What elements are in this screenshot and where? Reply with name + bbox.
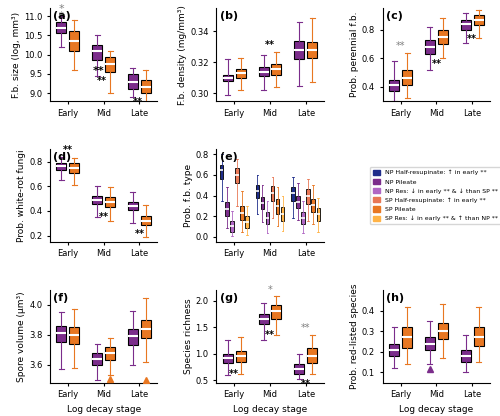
X-axis label: Log decay stage: Log decay stage [399,405,473,414]
Y-axis label: Prob. white-rot fungi: Prob. white-rot fungi [18,149,26,242]
PathPatch shape [92,45,102,60]
PathPatch shape [307,348,317,363]
Text: **: ** [132,97,142,107]
Text: (c): (c) [386,11,403,21]
PathPatch shape [460,350,470,362]
Y-axis label: Prob. red-listed species: Prob. red-listed species [350,284,359,389]
PathPatch shape [425,40,435,54]
PathPatch shape [223,75,233,81]
Text: *: * [59,11,64,21]
Text: *: * [268,285,272,295]
Y-axis label: Spore volume (μm³): Spore volume (μm³) [17,291,26,382]
Text: **: ** [92,66,104,76]
Text: (e): (e) [220,152,238,162]
Text: **: ** [467,35,477,45]
Text: **: ** [98,212,108,222]
PathPatch shape [280,207,284,221]
PathPatch shape [272,64,281,75]
PathPatch shape [70,163,80,173]
PathPatch shape [402,327,412,348]
X-axis label: Log decay stage: Log decay stage [233,405,307,414]
PathPatch shape [474,327,484,346]
PathPatch shape [141,320,151,338]
Text: (b): (b) [220,11,238,21]
PathPatch shape [141,216,151,225]
PathPatch shape [70,327,80,344]
Text: **: ** [63,145,73,155]
Text: **: ** [301,323,310,333]
PathPatch shape [270,186,274,201]
PathPatch shape [105,347,115,360]
Text: **: ** [265,40,275,50]
PathPatch shape [306,189,310,204]
PathPatch shape [292,187,295,201]
Text: **: ** [97,76,107,86]
Text: (a): (a) [53,11,71,21]
PathPatch shape [272,305,281,319]
PathPatch shape [402,69,412,85]
PathPatch shape [56,326,66,342]
Legend: NP Half-resupinate: ↑ in early **, NP Pileate, NP Res: ↓ in early ** & ↓ than SP: NP Half-resupinate: ↑ in early **, NP Pi… [370,166,500,225]
PathPatch shape [236,69,246,78]
PathPatch shape [312,198,315,212]
PathPatch shape [230,221,234,232]
PathPatch shape [296,196,300,208]
Text: (f): (f) [53,293,68,303]
PathPatch shape [128,74,138,89]
PathPatch shape [56,22,66,33]
PathPatch shape [141,80,151,93]
PathPatch shape [70,32,80,51]
Text: **: ** [229,369,239,379]
Y-axis label: Species richness: Species richness [184,299,193,374]
Text: *: * [58,4,64,14]
PathPatch shape [223,354,233,363]
Text: **: ** [301,379,311,389]
Text: (d): (d) [53,152,72,162]
PathPatch shape [260,196,264,209]
PathPatch shape [258,67,268,76]
PathPatch shape [220,165,224,179]
PathPatch shape [266,212,270,224]
PathPatch shape [245,216,248,228]
PathPatch shape [256,185,260,198]
X-axis label: Log decay stage: Log decay stage [66,405,141,414]
Y-axis label: Prob. perennial f.b.: Prob. perennial f.b. [350,12,359,97]
PathPatch shape [389,344,399,356]
Text: **: ** [134,229,144,239]
PathPatch shape [307,42,317,58]
PathPatch shape [56,163,66,170]
PathPatch shape [258,314,268,324]
PathPatch shape [240,206,244,220]
PathPatch shape [438,323,448,339]
PathPatch shape [316,208,320,221]
PathPatch shape [92,353,102,365]
PathPatch shape [294,364,304,374]
PathPatch shape [474,15,484,25]
PathPatch shape [128,202,138,210]
Text: (g): (g) [220,293,238,303]
PathPatch shape [128,329,138,345]
Y-axis label: Prob. f.b. type: Prob. f.b. type [184,164,192,227]
PathPatch shape [389,79,399,91]
PathPatch shape [302,212,305,224]
Text: **: ** [432,59,442,69]
PathPatch shape [460,20,470,30]
PathPatch shape [236,351,246,362]
PathPatch shape [425,337,435,350]
PathPatch shape [276,198,280,214]
Y-axis label: F.b. density (mg/mm³): F.b. density (mg/mm³) [178,5,188,104]
PathPatch shape [105,57,115,72]
Y-axis label: F.b. size (log, mm³): F.b. size (log, mm³) [12,12,21,98]
PathPatch shape [225,202,228,216]
PathPatch shape [235,168,238,183]
Text: **: ** [265,330,275,340]
Text: (h): (h) [386,293,404,303]
Text: **: ** [396,41,406,51]
PathPatch shape [105,197,115,207]
PathPatch shape [294,41,304,59]
PathPatch shape [438,30,448,44]
PathPatch shape [92,196,102,203]
